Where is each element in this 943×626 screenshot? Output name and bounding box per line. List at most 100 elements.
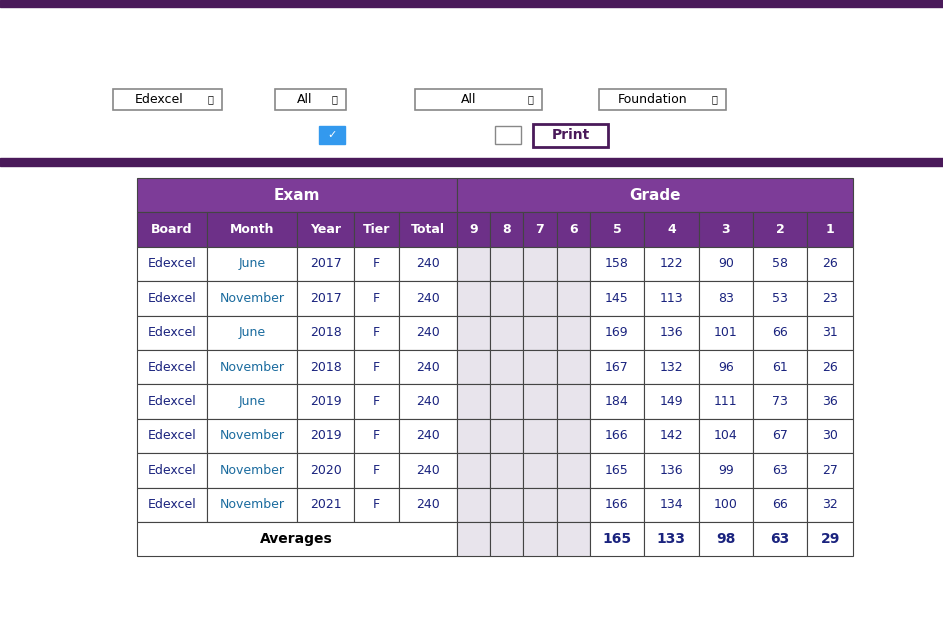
Text: 165: 165 xyxy=(603,532,632,546)
Bar xyxy=(753,247,807,281)
Text: 240: 240 xyxy=(416,361,439,374)
FancyBboxPatch shape xyxy=(113,89,222,110)
Bar xyxy=(523,350,556,384)
Bar xyxy=(699,488,753,522)
Text: 169: 169 xyxy=(605,326,629,339)
Bar xyxy=(699,281,753,316)
Bar xyxy=(556,453,589,488)
Text: Percentage: Percentage xyxy=(356,128,446,142)
Bar xyxy=(807,212,853,247)
Bar xyxy=(399,281,456,316)
Bar xyxy=(753,522,807,557)
Bar xyxy=(753,419,807,453)
Bar xyxy=(644,212,699,247)
Text: 2019: 2019 xyxy=(309,395,341,408)
Bar xyxy=(355,247,399,281)
Bar xyxy=(589,488,644,522)
Bar xyxy=(644,419,699,453)
Text: Total: Total xyxy=(411,223,445,236)
Text: 166: 166 xyxy=(605,498,629,511)
Bar xyxy=(0,0,943,8)
Bar xyxy=(644,384,699,419)
Bar xyxy=(807,281,853,316)
Bar xyxy=(644,350,699,384)
Bar xyxy=(137,247,207,281)
Bar xyxy=(490,281,523,316)
Bar xyxy=(589,350,644,384)
Text: 133: 133 xyxy=(657,532,686,546)
Bar xyxy=(699,247,753,281)
Bar xyxy=(207,316,297,350)
Bar xyxy=(137,488,207,522)
Text: Averages: Averages xyxy=(260,532,333,546)
Text: 167: 167 xyxy=(605,361,629,374)
Bar xyxy=(207,247,297,281)
Text: Edexcel: Edexcel xyxy=(147,292,196,305)
Text: 98: 98 xyxy=(716,532,736,546)
Bar xyxy=(644,453,699,488)
Text: 2020: 2020 xyxy=(309,464,341,477)
Bar xyxy=(399,212,456,247)
Text: 136: 136 xyxy=(659,464,683,477)
Bar xyxy=(807,247,853,281)
Text: ⌵: ⌵ xyxy=(332,95,338,105)
FancyBboxPatch shape xyxy=(533,123,608,147)
Bar xyxy=(556,384,589,419)
Bar xyxy=(523,316,556,350)
Text: Edexcel: Edexcel xyxy=(134,93,183,106)
Bar xyxy=(355,384,399,419)
Text: 158: 158 xyxy=(605,257,629,270)
Bar xyxy=(523,212,556,247)
Bar xyxy=(807,453,853,488)
Bar xyxy=(319,126,345,145)
Text: 3: 3 xyxy=(721,223,730,236)
Bar xyxy=(753,488,807,522)
Bar xyxy=(355,419,399,453)
Bar xyxy=(297,453,355,488)
Bar xyxy=(456,384,490,419)
Text: Grade: Grade xyxy=(629,188,681,203)
Bar xyxy=(297,316,355,350)
Bar xyxy=(490,350,523,384)
Bar xyxy=(699,522,753,557)
Text: 2018: 2018 xyxy=(309,361,341,374)
Text: 63: 63 xyxy=(772,464,788,477)
Bar xyxy=(589,419,644,453)
Bar xyxy=(807,316,853,350)
Text: 136: 136 xyxy=(659,326,683,339)
Text: ⌵: ⌵ xyxy=(528,95,534,105)
Bar xyxy=(589,316,644,350)
Bar xyxy=(137,316,207,350)
Bar xyxy=(589,522,644,557)
Text: Month: Month xyxy=(230,223,274,236)
Text: 63: 63 xyxy=(770,532,790,546)
Text: 67: 67 xyxy=(772,429,788,443)
Bar xyxy=(456,488,490,522)
Bar xyxy=(207,488,297,522)
FancyBboxPatch shape xyxy=(415,89,542,110)
Bar xyxy=(523,247,556,281)
Text: 142: 142 xyxy=(659,429,683,443)
Text: June: June xyxy=(239,257,266,270)
Bar xyxy=(137,384,207,419)
Text: Board: Board xyxy=(151,223,192,236)
Text: Exam: Exam xyxy=(273,188,320,203)
Bar xyxy=(556,316,589,350)
Bar xyxy=(644,488,699,522)
Text: 83: 83 xyxy=(718,292,734,305)
Bar xyxy=(456,247,490,281)
Bar xyxy=(644,316,699,350)
Bar xyxy=(753,281,807,316)
Text: 53: 53 xyxy=(772,292,788,305)
Bar xyxy=(456,178,853,212)
Bar xyxy=(297,212,355,247)
Bar xyxy=(490,384,523,419)
Bar xyxy=(589,212,644,247)
Text: November: November xyxy=(220,429,285,443)
Text: 7: 7 xyxy=(536,223,544,236)
Text: June: June xyxy=(239,326,266,339)
Bar xyxy=(399,419,456,453)
Text: Edexcel: Edexcel xyxy=(147,429,196,443)
Bar xyxy=(490,488,523,522)
Bar xyxy=(297,247,355,281)
